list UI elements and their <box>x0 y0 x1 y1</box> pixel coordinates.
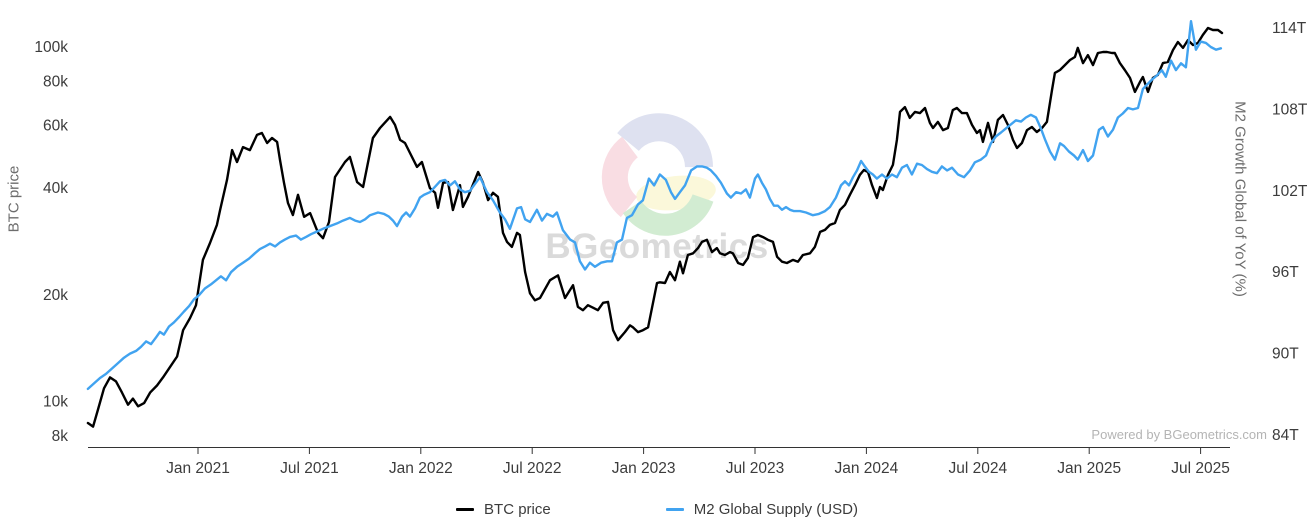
powered-by-note: Powered by BGeometrics.com <box>1091 427 1267 442</box>
m2-legend-dash-icon <box>665 508 684 511</box>
x-axis-tick-label: Jan 2021 <box>166 460 230 477</box>
bgeometrics-logo-icon <box>601 113 716 236</box>
x-axis-tick-label: Jan 2025 <box>1057 460 1121 477</box>
y-right-tick-label: 108T <box>1272 101 1308 118</box>
y-right-tick-label: 114T <box>1272 20 1307 37</box>
y-left-tick-label: 60k <box>43 118 68 135</box>
legend-item-btc[interactable]: BTC price <box>456 501 551 518</box>
x-axis-tick-label: Jan 2023 <box>612 460 676 477</box>
y-right-tick-label: 96T <box>1272 264 1299 281</box>
y-right-tick-label: 102T <box>1272 183 1308 200</box>
x-axis-tick-label: Jul 2023 <box>726 460 785 477</box>
x-axis-tick-label: Jul 2024 <box>948 460 1007 477</box>
x-axis-tick-label: Jul 2021 <box>280 460 339 477</box>
y-right-tick-label: 90T <box>1272 346 1299 363</box>
legend-label-btc: BTC price <box>484 501 551 518</box>
legend-label-m2: M2 Global Supply (USD) <box>693 501 858 518</box>
y-left-tick-label: 80k <box>43 73 68 90</box>
y-left-tick-label: 10k <box>43 394 68 411</box>
series-line-m2 <box>86 20 1223 391</box>
y-left-tick-label: 20k <box>43 287 68 304</box>
y-left-tick-label: 100k <box>34 39 68 56</box>
y-right-tick-label: 84T <box>1272 427 1299 444</box>
x-axis-tick-label: Jul 2025 <box>1171 460 1230 477</box>
legend-item-m2[interactable]: M2 Global Supply (USD) <box>665 501 858 518</box>
btc-legend-dash-icon <box>456 508 475 511</box>
y-left-tick-label: 8k <box>52 428 69 445</box>
y-axis-right-title: M2 Growth Global of YoY (%) <box>1231 101 1249 297</box>
x-axis-tick-label: Jan 2024 <box>835 460 899 477</box>
y-axis-left-title: BTC price <box>5 165 23 233</box>
series-line-btc <box>86 26 1224 428</box>
x-axis-tick-label: Jan 2022 <box>389 460 453 477</box>
x-axis-tick-label: Jul 2022 <box>503 460 562 477</box>
legend: BTC price M2 Global Supply (USD) <box>0 501 1314 518</box>
y-left-tick-label: 40k <box>43 180 68 197</box>
